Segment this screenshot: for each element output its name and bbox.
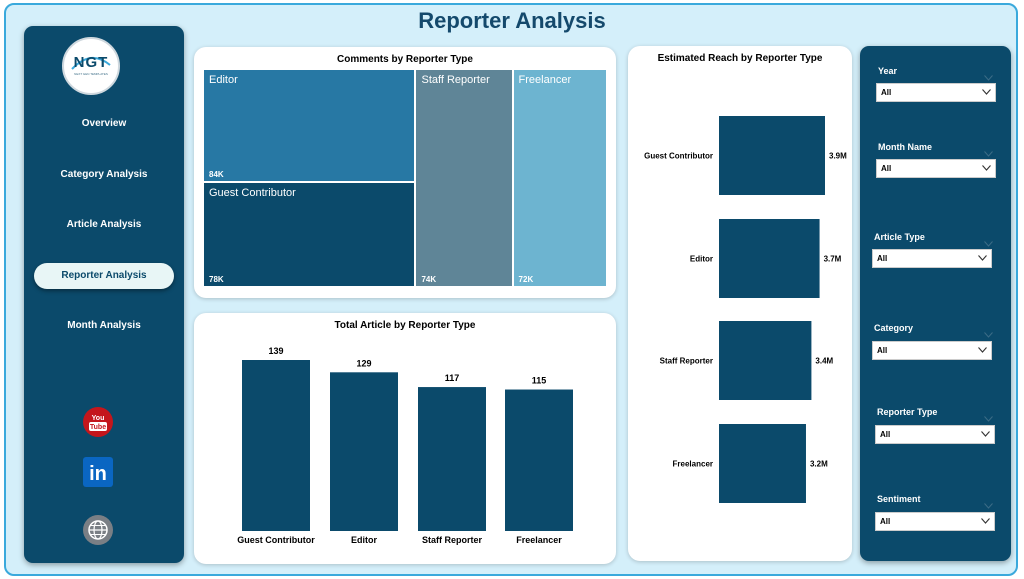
nav-item-reporter-analysis[interactable]: Reporter Analysis	[34, 263, 174, 289]
svg-text:Tube: Tube	[90, 424, 106, 431]
slicer-label-year: Year	[878, 66, 898, 76]
treemap-cell-label: Editor	[209, 74, 238, 86]
slicer-collapse-chevron-icon[interactable]	[984, 325, 994, 338]
slicer-dropdown-month-name[interactable]: All	[876, 159, 996, 178]
filter-panel: Year All Month Name All Article Type All Categ…	[860, 46, 1011, 561]
treemap-title: Comments by Reporter Type	[337, 54, 473, 65]
treemap-cell-editor[interactable]: Editor 84K	[203, 69, 416, 183]
slicer-collapse-chevron-icon[interactable]	[984, 234, 994, 247]
svg-text:You: You	[92, 415, 105, 422]
treemap-cell-label: Staff Reporter	[421, 74, 490, 86]
reach-bar-freelancer[interactable]	[719, 424, 806, 503]
column-category-label: Editor	[351, 535, 377, 545]
reach-data-label: 3.2M	[810, 460, 828, 469]
reach-category-label: Guest Contributor	[644, 152, 713, 161]
column-data-label: 129	[356, 358, 371, 368]
reach-bar-staff-reporter[interactable]	[719, 321, 812, 400]
nav-item-month-analysis[interactable]: Month Analysis	[67, 320, 141, 331]
slicer-dropdown-sentiment[interactable]: All	[875, 512, 995, 531]
slicer-dropdown-article-type[interactable]: All	[872, 249, 992, 268]
reach-category-label: Editor	[690, 255, 713, 264]
treemap-cell-value: 74K	[421, 275, 437, 284]
nav-item-overview[interactable]: Overview	[81, 118, 127, 129]
treemap-cell-label: Freelancer	[518, 74, 572, 86]
column-data-label: 115	[532, 376, 547, 386]
slicer-label-month-name: Month Name	[878, 142, 932, 152]
treemap-cell-guest-contributor[interactable]: Guest Contributor 78K	[203, 182, 416, 287]
slicer-value: All	[881, 164, 892, 173]
column-chart-title: Total Article by Reporter Type	[334, 320, 476, 331]
slicer-value: All	[877, 254, 888, 263]
treemap-cell-freelancer[interactable]: Freelancer 72K	[512, 69, 607, 287]
column-bar-staff-reporter[interactable]	[418, 387, 486, 531]
column-bar-editor[interactable]	[330, 372, 398, 531]
slicer-dropdown-year[interactable]: All	[876, 83, 996, 102]
reach-data-label: 3.9M	[829, 152, 847, 161]
reach-category-label: Freelancer	[673, 460, 713, 469]
slicer-collapse-chevron-icon[interactable]	[984, 496, 994, 509]
bar-chart-title: Estimated Reach by Reporter Type	[657, 53, 823, 64]
slicer-dropdown-reporter-type[interactable]: All	[875, 425, 995, 444]
reach-category-label: Staff Reporter	[660, 357, 713, 366]
treemap-chart: Editor 84K Guest Contributor 78K Staff Repor…	[203, 69, 607, 287]
slicer-value: All	[877, 346, 888, 355]
youtube-icon[interactable]: You Tube	[82, 406, 114, 438]
logo-swoosh-icon	[71, 57, 111, 70]
column-category-label: Staff Reporter	[422, 535, 483, 545]
logo-subtext: NEXT GEN TEMPLATES	[74, 72, 108, 76]
reach-data-label: 3.4M	[815, 357, 833, 366]
treemap-cell-value: 84K	[209, 170, 224, 180]
slicer-value: All	[880, 517, 891, 526]
slicer-label-article-type: Article Type	[874, 232, 925, 242]
slicer-value: All	[880, 430, 891, 439]
page-title: Reporter Analysis	[418, 8, 606, 33]
linkedin-icon[interactable]: in	[82, 456, 114, 488]
treemap-cell-label: Guest Contributor	[209, 187, 296, 200]
slicer-dropdown-category[interactable]: All	[872, 341, 992, 360]
treemap-cell-value: 72K	[518, 275, 534, 284]
column-bar-freelancer[interactable]	[505, 389, 573, 531]
slicer-collapse-chevron-icon[interactable]	[984, 409, 994, 422]
nav-item-category-analysis[interactable]: Category Analysis	[60, 169, 148, 180]
slicer-label-sentiment: Sentiment	[877, 494, 921, 504]
column-data-label: 139	[268, 346, 283, 356]
slicer-label-category: Category	[874, 323, 914, 333]
globe-icon[interactable]	[82, 514, 114, 546]
reach-bar-guest-contributor[interactable]	[719, 116, 825, 195]
bar-chart: Guest Contributor 3.9M Editor 3.7M Staff Rep…	[644, 116, 847, 503]
articles-column-card: Total Article by Reporter Type 139 Guest …	[194, 313, 616, 564]
sidebar: NGT NEXT GEN TEMPLATES Overview Category…	[24, 26, 184, 563]
reach-data-label: 3.7M	[824, 255, 842, 264]
comments-treemap-card: Comments by Reporter Type Editor 84K Guest…	[194, 47, 616, 298]
ngt-logo: NGT NEXT GEN TEMPLATES	[62, 37, 120, 95]
slicer-label-reporter-type: Reporter Type	[877, 407, 938, 417]
column-category-label: Freelancer	[516, 535, 562, 545]
svg-text:in: in	[89, 463, 107, 485]
column-chart: 139 Guest Contributor 129 Editor 117 Staff Re…	[237, 346, 573, 545]
treemap-cell-staff-reporter[interactable]: Staff Reporter 74K	[415, 69, 513, 287]
treemap-cell-value: 78K	[209, 274, 224, 284]
logo-text: NGT	[73, 54, 109, 71]
reach-bar-card: Estimated Reach by Reporter Type Guest C…	[628, 46, 852, 561]
column-category-label: Guest Contributor	[237, 535, 315, 545]
reach-bar-editor[interactable]	[719, 219, 820, 298]
column-data-label: 117	[445, 373, 460, 383]
nav-item-article-analysis[interactable]: Article Analysis	[66, 219, 142, 230]
slicer-collapse-chevron-icon[interactable]	[984, 144, 994, 157]
slicer-value: All	[881, 88, 892, 97]
slicer-collapse-chevron-icon[interactable]	[984, 68, 994, 81]
column-bar-guest-contributor[interactable]	[242, 360, 310, 531]
